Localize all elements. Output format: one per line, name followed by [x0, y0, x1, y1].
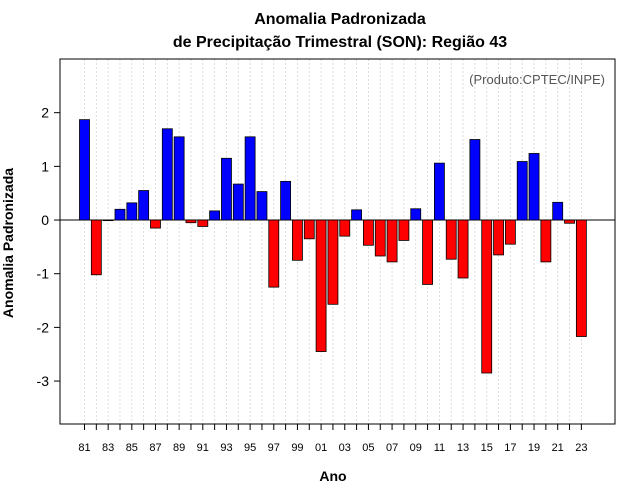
bar-1994	[232, 183, 244, 221]
plot-frame	[59, 58, 616, 425]
bar-1985	[126, 202, 138, 221]
x-tick-label: 91	[197, 442, 209, 454]
bar-2018	[516, 161, 528, 221]
x-tick-label: 09	[410, 442, 422, 454]
bar-2019	[528, 153, 540, 221]
x-tick-label: 93	[220, 442, 232, 454]
bar-2021	[552, 201, 564, 221]
y-tick-label: 1	[41, 158, 49, 174]
y-axis: -3 -2 -1 0 1 2	[37, 105, 60, 389]
x-tick-label: 13	[457, 442, 469, 454]
bar-2007	[386, 219, 398, 263]
bar-2015	[481, 219, 493, 374]
x-tick-label: 87	[149, 442, 161, 454]
bar-2016	[493, 219, 504, 256]
bar-2004	[351, 209, 362, 221]
bar-1995	[244, 136, 256, 221]
bar-1988	[161, 128, 173, 221]
y-axis-title: Anomalia Padronizada	[0, 168, 16, 318]
gridlines	[84, 59, 582, 424]
x-tick-label: 15	[481, 442, 493, 454]
bar-2000	[303, 219, 315, 240]
x-tick-label: 19	[528, 442, 540, 454]
source-annotation: (Produto:CPTEC/INPE)	[469, 72, 605, 87]
x-tick-label: 23	[575, 442, 587, 454]
bar-2022	[564, 219, 575, 224]
x-tick-label: 83	[102, 442, 114, 454]
x-tick-label: 85	[126, 442, 138, 454]
bar-1983	[102, 219, 114, 222]
x-axis: 81 83 85 87 89 91 93 95 97 99 01 03 05 07 09 11 13 15 17 19…	[78, 424, 587, 454]
x-tick-label: 99	[291, 442, 303, 454]
bar-2010	[422, 219, 433, 285]
bar-2005	[363, 219, 374, 246]
bars	[79, 119, 587, 374]
bar-1981	[79, 119, 90, 221]
bar-2008	[398, 219, 410, 241]
bar-1987	[150, 219, 161, 229]
x-tick-label: 03	[339, 442, 351, 454]
y-tick-label: 2	[41, 105, 49, 121]
bar-1984	[114, 208, 126, 221]
chart-subtitle: de Precipitação Trimestral (SON): Região…	[173, 34, 507, 51]
chart-title: Anomalia Padronizada	[254, 11, 426, 28]
bar-2003	[339, 219, 351, 237]
x-tick-label: 95	[244, 442, 256, 454]
x-tick-label: 17	[504, 442, 516, 454]
x-tick-label: 01	[315, 442, 327, 454]
bar-2014	[469, 139, 481, 221]
bar-2006	[374, 219, 386, 257]
bar-1992	[209, 210, 221, 221]
bar-1990	[185, 219, 197, 224]
bar-2001	[315, 219, 327, 352]
bar-1999	[292, 219, 303, 261]
y-tick-label: -1	[37, 266, 50, 282]
bar-2013	[457, 219, 469, 279]
bar-2009	[410, 208, 422, 221]
bar-1998	[280, 180, 292, 221]
bar-2017	[504, 219, 516, 245]
bar-1997	[268, 219, 280, 288]
y-tick-label: -2	[37, 319, 50, 335]
bar-2011	[433, 162, 445, 221]
bar-2023	[575, 219, 587, 337]
bar-1996	[256, 191, 268, 221]
bar-1989	[173, 136, 185, 221]
x-tick-label: 89	[173, 442, 185, 454]
x-tick-label: 81	[78, 442, 90, 454]
x-tick-label: 07	[386, 442, 398, 454]
x-tick-label: 21	[552, 442, 564, 454]
x-tick-label: 11	[434, 442, 445, 454]
x-axis-title: Ano	[319, 468, 346, 484]
bar-2020	[540, 219, 552, 263]
bar-1982	[90, 219, 102, 276]
bar-1986	[138, 190, 150, 221]
bar-1991	[197, 219, 209, 227]
x-tick-label: 05	[362, 442, 374, 454]
bar-2012	[445, 219, 457, 260]
bar-2002	[327, 219, 339, 305]
x-tick-label: 97	[268, 442, 280, 454]
y-tick-label: -3	[37, 373, 50, 389]
y-tick-label: 0	[41, 212, 49, 228]
bar-1993	[221, 157, 232, 221]
